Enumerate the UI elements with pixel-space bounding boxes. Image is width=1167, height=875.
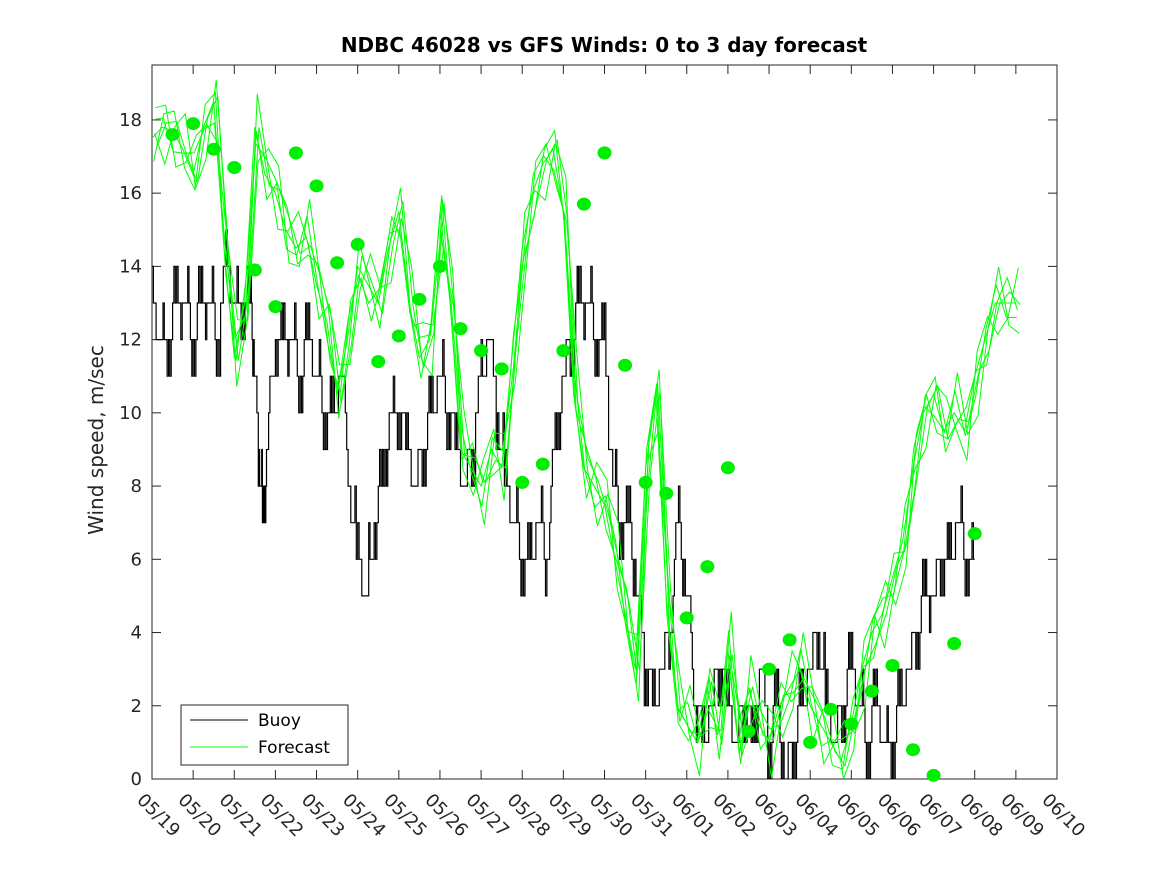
forecast-point <box>515 475 530 489</box>
y-tick-label: 14 <box>119 256 142 277</box>
forecast-point <box>494 362 509 376</box>
forecast-point <box>309 179 324 193</box>
forecast-point <box>165 128 180 142</box>
forecast-point <box>700 560 715 574</box>
forecast-point <box>906 743 921 757</box>
forecast-point <box>659 486 674 500</box>
forecast-point <box>967 527 982 541</box>
legend-forecast-label: Forecast <box>258 738 330 758</box>
legend-buoy-label: Buoy <box>258 711 301 731</box>
forecast-point <box>247 263 262 277</box>
forecast-point <box>432 259 447 273</box>
forecast-point <box>453 322 468 336</box>
forecast-point <box>350 237 365 251</box>
y-axis-label: Wind speed, m/sec <box>84 345 108 535</box>
y-tick-label: 2 <box>131 696 142 717</box>
forecast-series-line <box>155 104 1020 766</box>
forecast-series-line <box>155 96 1021 768</box>
forecast-point <box>741 724 756 738</box>
y-tick-label: 0 <box>131 769 142 790</box>
forecast-series-line <box>152 101 1016 763</box>
forecast-point <box>844 717 859 731</box>
forecast-point <box>556 344 571 358</box>
forecast-point <box>885 658 900 672</box>
y-tick-label: 8 <box>131 476 142 497</box>
forecast-point <box>535 457 550 471</box>
forecast-point <box>227 161 242 175</box>
forecast-point <box>803 735 818 749</box>
y-tick-label: 18 <box>119 110 142 131</box>
forecast-point <box>926 768 941 782</box>
forecast-series-line <box>154 79 1019 779</box>
forecast-point <box>576 197 591 211</box>
legend: Buoy Forecast <box>180 704 349 766</box>
forecast-point <box>597 146 612 160</box>
forecast-point <box>618 358 633 372</box>
forecast-point <box>371 355 386 369</box>
forecast-point <box>206 142 221 156</box>
forecast-point <box>288 146 303 160</box>
forecast-point <box>720 461 735 475</box>
legend-box <box>180 704 349 766</box>
forecast-point <box>268 300 283 314</box>
forecast-point <box>474 344 489 358</box>
forecast-point <box>823 702 838 716</box>
forecast-point <box>782 633 797 647</box>
y-tick-label: 16 <box>119 183 142 204</box>
forecast-point <box>412 292 427 306</box>
forecast-point <box>679 611 694 625</box>
y-tick-label: 4 <box>131 623 142 644</box>
forecast-point <box>330 256 345 270</box>
forecast-point <box>947 637 962 651</box>
forecast-point <box>638 475 653 489</box>
forecast-point <box>762 662 777 676</box>
forecast-point <box>391 329 406 343</box>
chart-title: NDBC 46028 vs GFS Winds: 0 to 3 day fore… <box>341 33 868 57</box>
y-tick-label: 10 <box>119 403 142 424</box>
y-tick-label: 6 <box>131 549 142 570</box>
forecast-point <box>186 117 201 131</box>
forecast-point <box>864 684 879 698</box>
buoy-series-line <box>152 229 975 779</box>
y-tick-label: 12 <box>119 330 142 351</box>
